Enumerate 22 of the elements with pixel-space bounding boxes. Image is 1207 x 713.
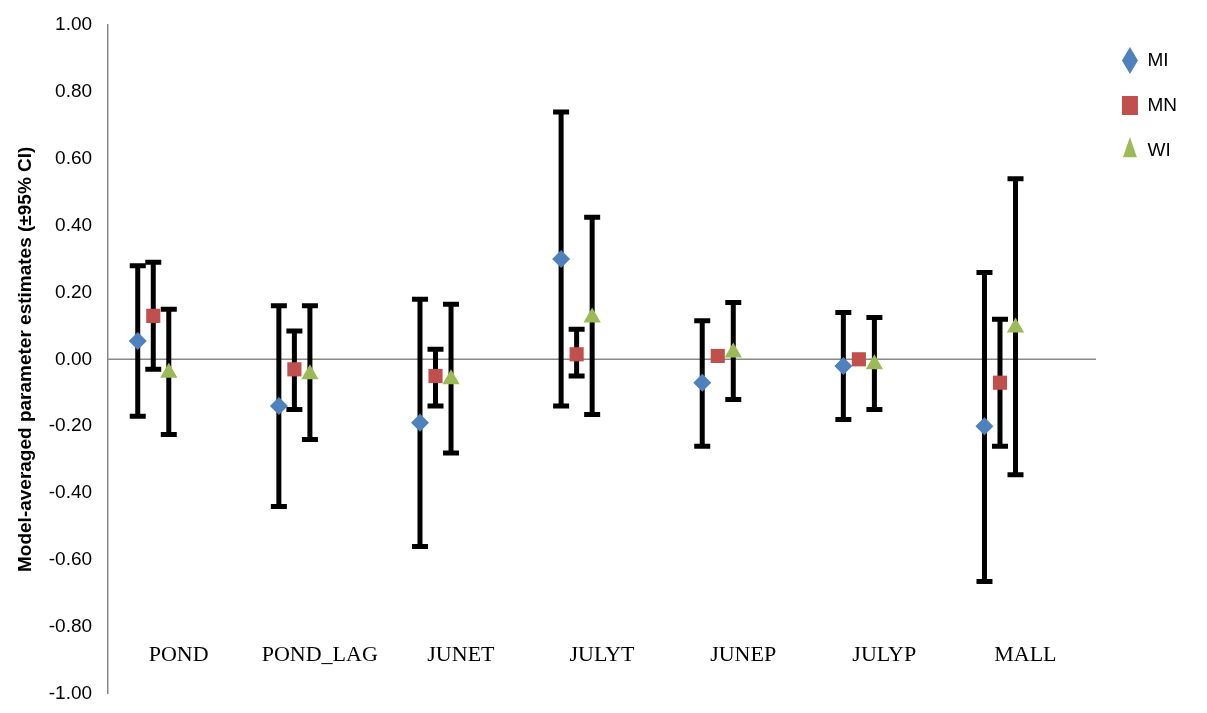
y-tick-label: 1.00 <box>55 13 93 35</box>
legend-label: MN <box>1147 93 1178 115</box>
legend-label: MI <box>1147 48 1169 70</box>
y-tick-label: 0.60 <box>55 146 93 168</box>
y-tick-label: 0.20 <box>55 280 93 302</box>
y-tick-label: 0.40 <box>55 213 93 235</box>
x-tick-label: JULYT <box>569 641 636 667</box>
y-tick-label: -0.80 <box>48 614 93 636</box>
y-tick-label: -0.20 <box>48 414 93 436</box>
y-tick-label: -0.60 <box>48 548 93 570</box>
y-tick-label: -1.00 <box>48 681 93 703</box>
y-tick-label: 0.00 <box>55 347 93 369</box>
y-axis-title: Model-averaged parameter estimates (±95% CI) <box>13 146 35 573</box>
y-tick-label: 0.80 <box>55 80 93 102</box>
x-tick-label: JULYP <box>852 641 917 667</box>
x-tick-label: JUNET <box>427 641 496 667</box>
y-tick-label: -0.40 <box>48 481 93 503</box>
x-tick-label: POND_LAG <box>261 641 378 667</box>
x-tick-label: JUNEP <box>710 641 777 667</box>
x-tick-label: MALL <box>994 641 1057 667</box>
x-tick-label: POND <box>148 641 209 667</box>
legend-label: WI <box>1147 138 1171 160</box>
